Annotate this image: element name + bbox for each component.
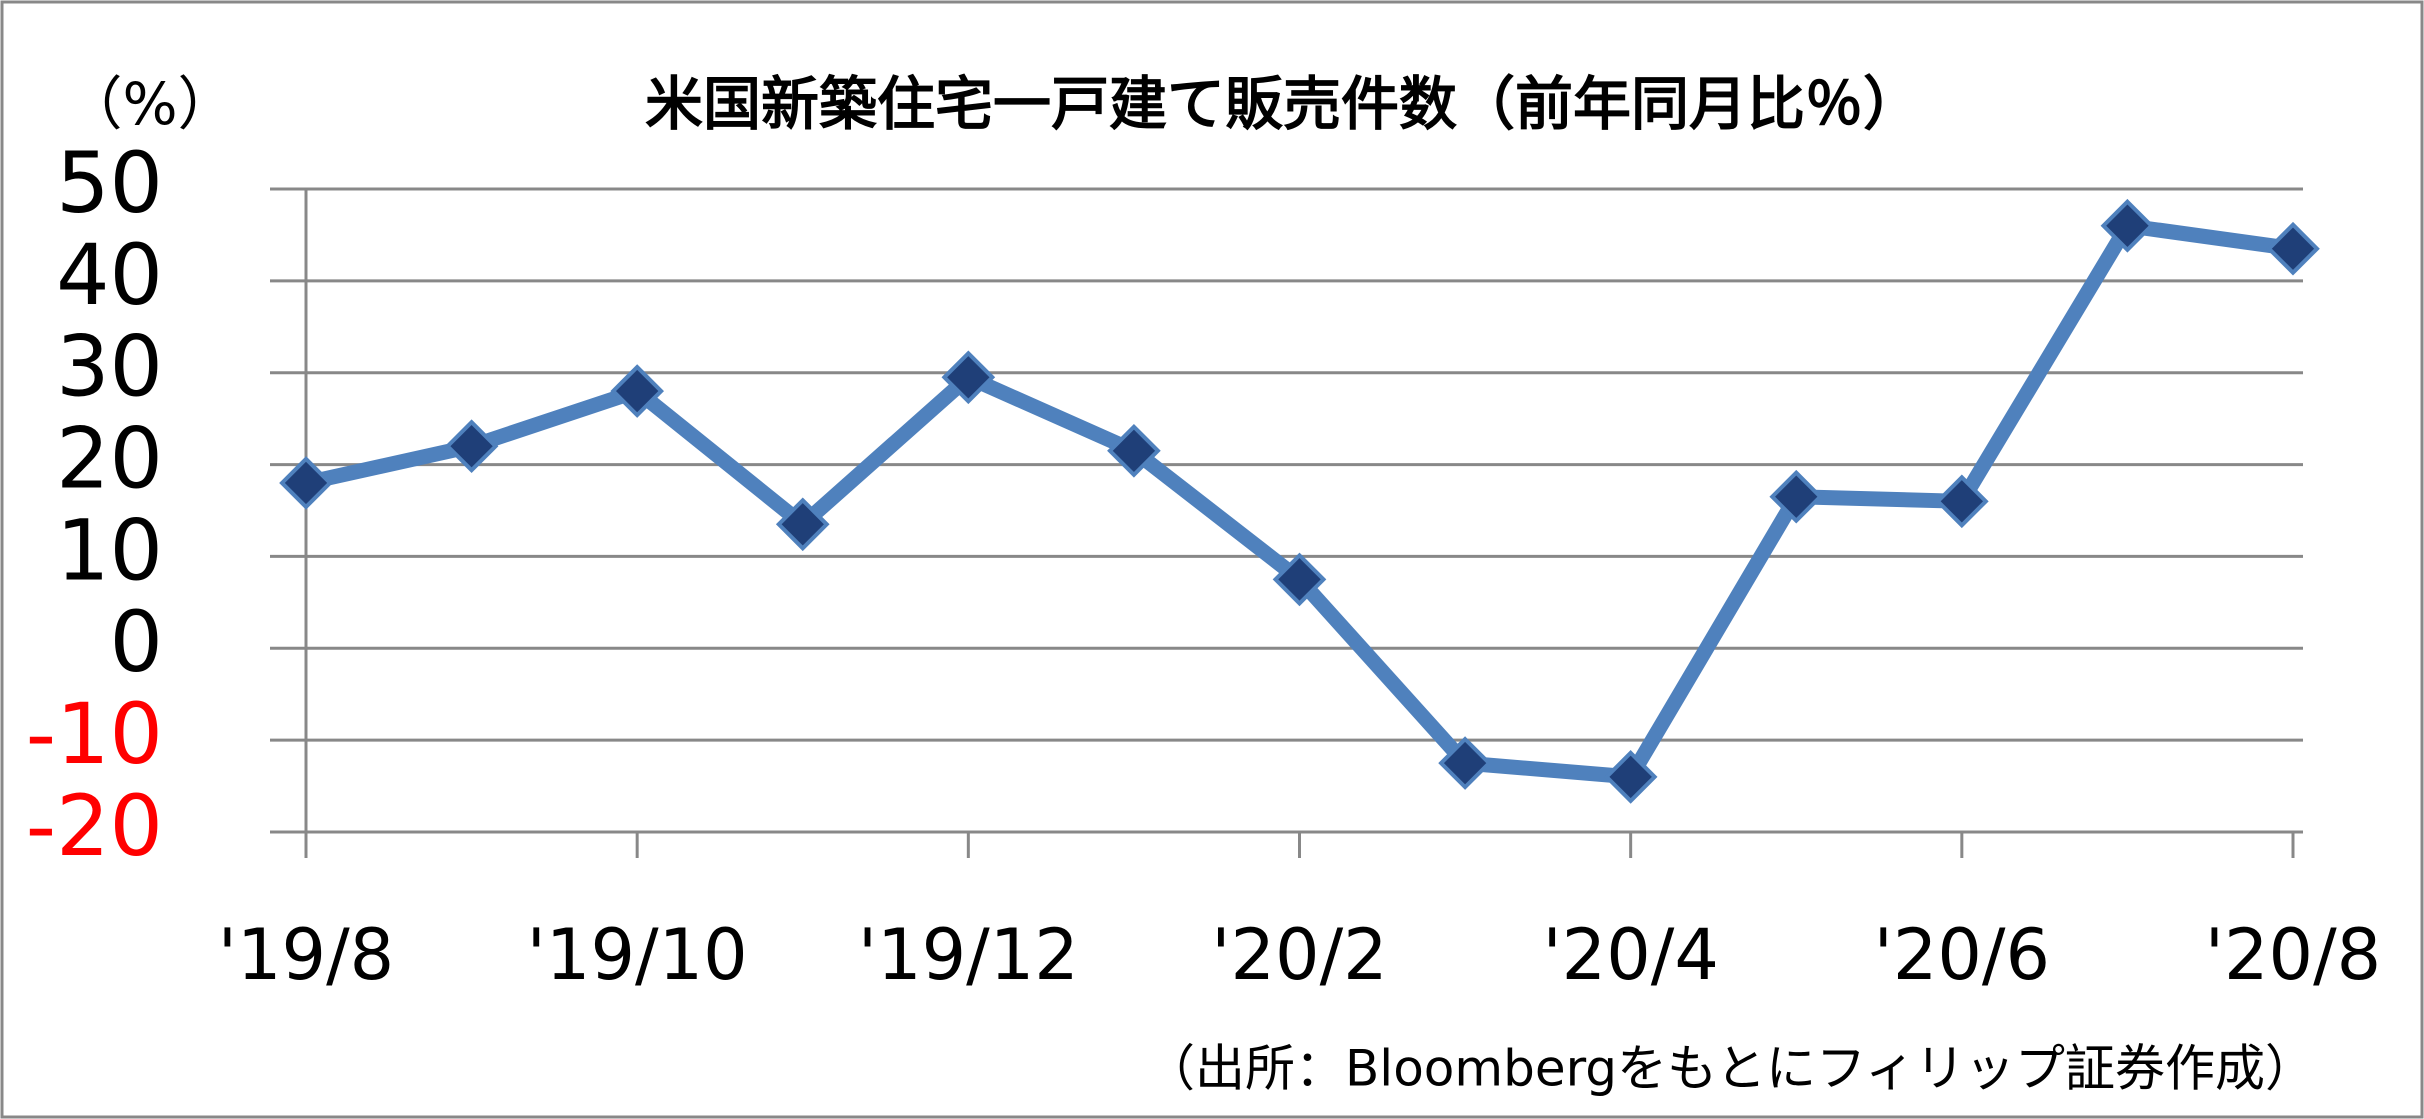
x-tick-label: '19/8	[218, 914, 394, 996]
y-tick-label: -20	[26, 777, 163, 875]
data-marker	[941, 350, 996, 405]
data-marker	[2266, 221, 2320, 276]
y-tick-label: 40	[56, 226, 163, 324]
data-marker	[279, 456, 333, 510]
y-tick-label: 30	[56, 318, 163, 416]
chart-title: 米国新築住宅一戸建て販売件数（前年同月比％）	[645, 70, 1921, 138]
y-tick-label: -10	[26, 685, 163, 783]
data-marker	[444, 419, 499, 474]
y-axis-label: （%）	[64, 70, 235, 138]
x-tick-label: '20/2	[1211, 914, 1387, 996]
y-tick-label: 20	[56, 410, 163, 508]
data-marker	[1438, 736, 1492, 790]
data-marker	[1603, 750, 1658, 804]
data-marker	[610, 364, 664, 418]
data-marker	[1107, 423, 1161, 478]
data-marker	[1935, 474, 1989, 529]
data-marker	[2100, 198, 2155, 253]
y-tick-label: 50	[56, 134, 163, 232]
data-marker	[1272, 552, 1327, 607]
y-tick-label: 10	[56, 501, 163, 599]
data-marker	[775, 497, 830, 552]
source-note: （出所：Bloombergをもとにフィリップ証券作成）	[1145, 1040, 2315, 1098]
data-marker	[1769, 469, 1824, 524]
x-tick-label: '20/6	[1874, 914, 2050, 996]
x-tick-label: '20/8	[2205, 914, 2381, 996]
x-tick-label: '19/10	[527, 914, 748, 996]
x-tick-label: '19/12	[858, 914, 1079, 996]
x-tick-label: '20/4	[1542, 914, 1718, 996]
y-tick-label: 0	[110, 593, 163, 691]
